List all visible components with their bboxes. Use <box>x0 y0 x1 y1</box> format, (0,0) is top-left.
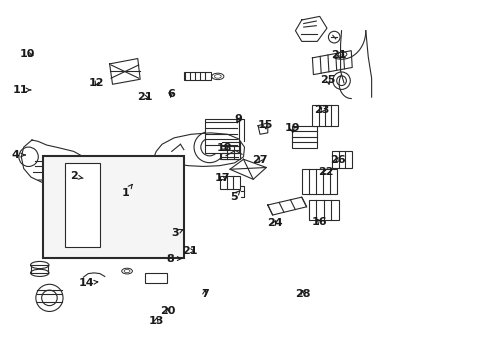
Text: 8: 8 <box>166 253 181 264</box>
Text: 4: 4 <box>12 150 25 160</box>
Text: 26: 26 <box>329 156 345 165</box>
Bar <box>145 273 166 283</box>
Text: 21: 21 <box>182 246 198 256</box>
Bar <box>43 156 183 257</box>
Text: 6: 6 <box>166 89 174 99</box>
Bar <box>204 119 238 153</box>
Bar <box>220 141 239 159</box>
Bar <box>65 163 100 247</box>
Bar <box>220 176 239 189</box>
Bar <box>183 72 210 80</box>
Bar <box>312 105 337 126</box>
Text: 3: 3 <box>171 228 183 238</box>
Text: 27: 27 <box>252 156 267 165</box>
Text: 2: 2 <box>70 171 83 181</box>
Bar <box>308 200 338 220</box>
Bar <box>291 126 317 148</box>
Text: 19: 19 <box>284 123 299 133</box>
Text: 9: 9 <box>234 114 242 124</box>
Text: 16: 16 <box>311 217 327 227</box>
Text: 24: 24 <box>266 218 282 228</box>
Text: 22: 22 <box>318 167 333 177</box>
Text: 13: 13 <box>148 316 163 326</box>
Text: 21: 21 <box>137 92 152 102</box>
Text: 25: 25 <box>320 75 335 85</box>
Text: 11: 11 <box>13 85 31 95</box>
Text: 1: 1 <box>122 184 132 198</box>
Bar <box>221 147 239 158</box>
Text: 7: 7 <box>201 289 208 298</box>
Text: 15: 15 <box>257 120 272 130</box>
Text: 18: 18 <box>216 143 231 153</box>
Text: 17: 17 <box>214 173 230 183</box>
Bar <box>301 169 336 194</box>
Text: 14: 14 <box>79 278 98 288</box>
Text: 28: 28 <box>294 289 310 299</box>
Text: 20: 20 <box>160 306 175 316</box>
Text: 23: 23 <box>314 105 329 115</box>
Bar <box>331 151 351 168</box>
Text: 5: 5 <box>229 190 240 202</box>
Text: 21: 21 <box>331 50 346 60</box>
Text: 12: 12 <box>89 78 104 88</box>
Text: 10: 10 <box>20 49 35 59</box>
